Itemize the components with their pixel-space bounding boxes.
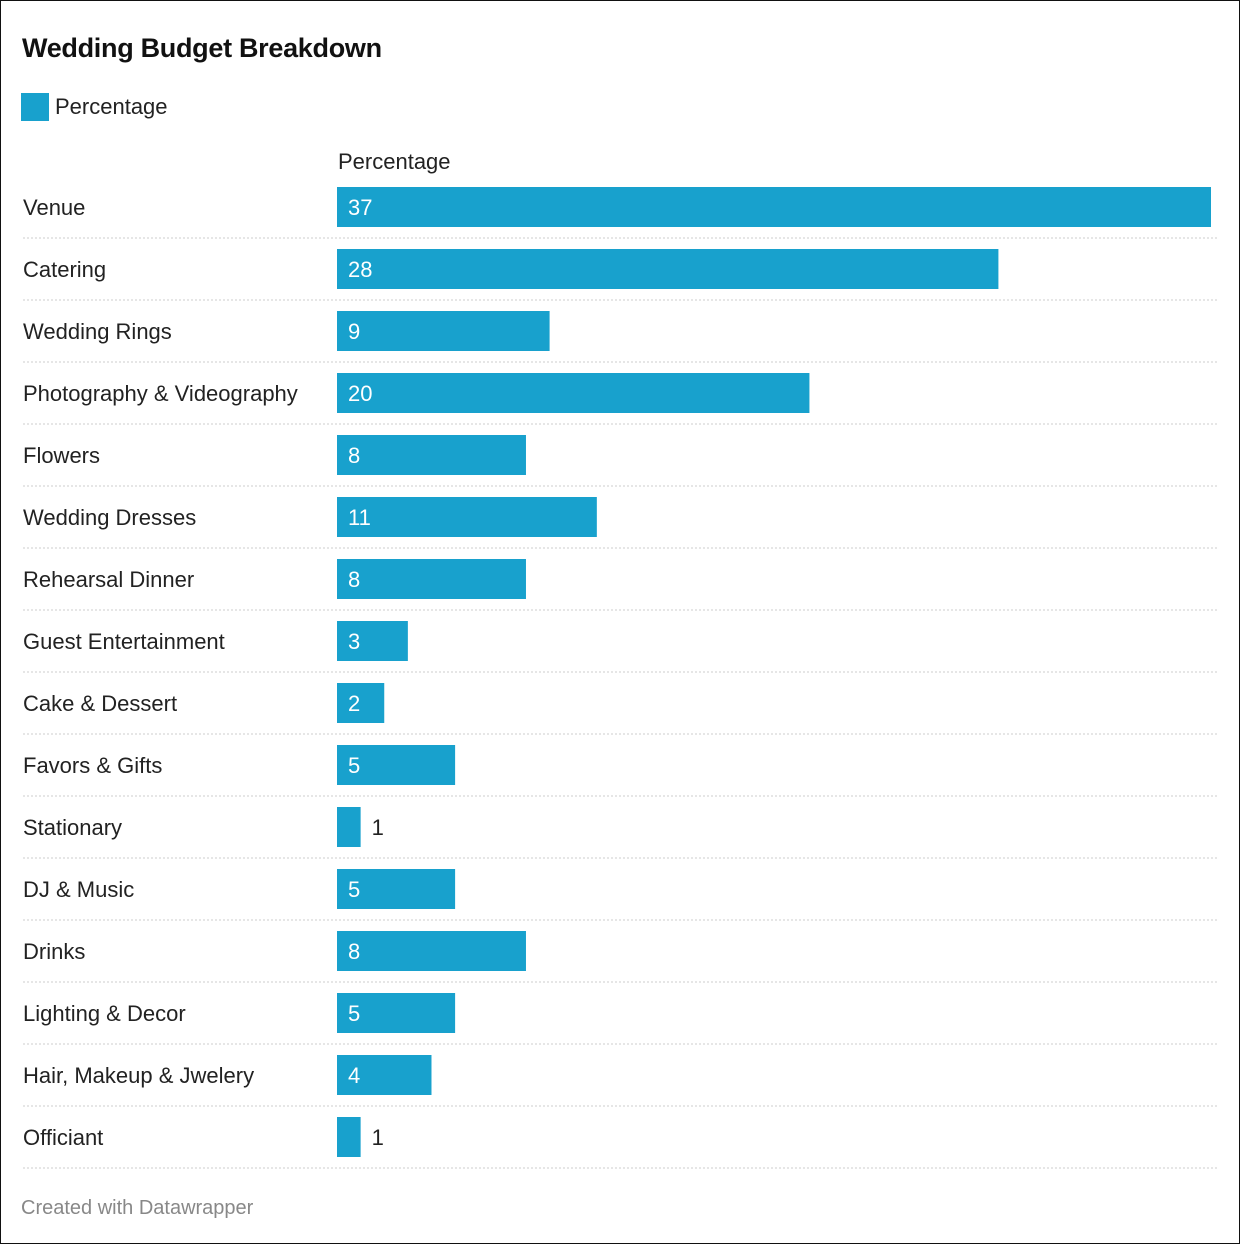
category-label: Wedding Rings — [23, 319, 172, 344]
category-label: Guest Entertainment — [23, 629, 225, 654]
bar — [337, 373, 810, 413]
value-label: 2 — [348, 691, 360, 716]
category-label: Photography & Videography — [23, 381, 298, 406]
category-label: Stationary — [23, 815, 122, 840]
value-label: 9 — [348, 319, 360, 344]
bar — [337, 249, 999, 289]
category-label: Cake & Dessert — [23, 691, 177, 716]
chart-title: Wedding Budget Breakdown — [22, 33, 382, 63]
bar — [337, 559, 526, 599]
bar — [337, 745, 456, 785]
bar — [337, 931, 526, 971]
value-label: 37 — [348, 195, 372, 220]
column-header: Percentage — [338, 149, 451, 174]
value-label: 8 — [348, 567, 360, 592]
value-label: 5 — [348, 1001, 360, 1026]
legend-label: Percentage — [55, 94, 168, 119]
category-label: Catering — [23, 257, 106, 282]
bar — [337, 435, 526, 475]
value-label: 5 — [348, 877, 360, 902]
value-label: 11 — [348, 505, 371, 530]
legend-swatch — [21, 93, 49, 121]
category-label: Hair, Makeup & Jwelery — [23, 1063, 254, 1088]
category-label: Officiant — [23, 1125, 103, 1150]
value-label: 20 — [348, 381, 372, 406]
footer-credit: Created with Datawrapper — [21, 1197, 254, 1219]
bar — [337, 1117, 361, 1157]
value-label: 28 — [348, 257, 372, 282]
value-label: 1 — [372, 815, 384, 840]
value-label: 1 — [372, 1125, 384, 1150]
category-label: Rehearsal Dinner — [23, 567, 194, 592]
category-label: Drinks — [23, 939, 85, 964]
bar — [337, 869, 456, 909]
value-label: 5 — [348, 753, 360, 778]
bar — [337, 497, 597, 537]
category-label: Favors & Gifts — [23, 753, 162, 778]
category-label: Venue — [23, 195, 85, 220]
bar — [337, 807, 361, 847]
value-label: 8 — [348, 443, 360, 468]
value-label: 3 — [348, 629, 360, 654]
value-label: 4 — [348, 1063, 360, 1088]
category-label: Wedding Dresses — [23, 505, 196, 530]
value-label: 8 — [348, 939, 360, 964]
bar — [337, 187, 1211, 227]
legend: Percentage — [21, 93, 168, 121]
bar — [337, 311, 550, 351]
category-label: DJ & Music — [23, 877, 134, 902]
category-label: Flowers — [23, 443, 100, 468]
bar — [337, 683, 385, 723]
bar — [337, 993, 456, 1033]
category-label: Lighting & Decor — [23, 1001, 186, 1026]
bar — [337, 621, 408, 661]
bar — [337, 1055, 432, 1095]
